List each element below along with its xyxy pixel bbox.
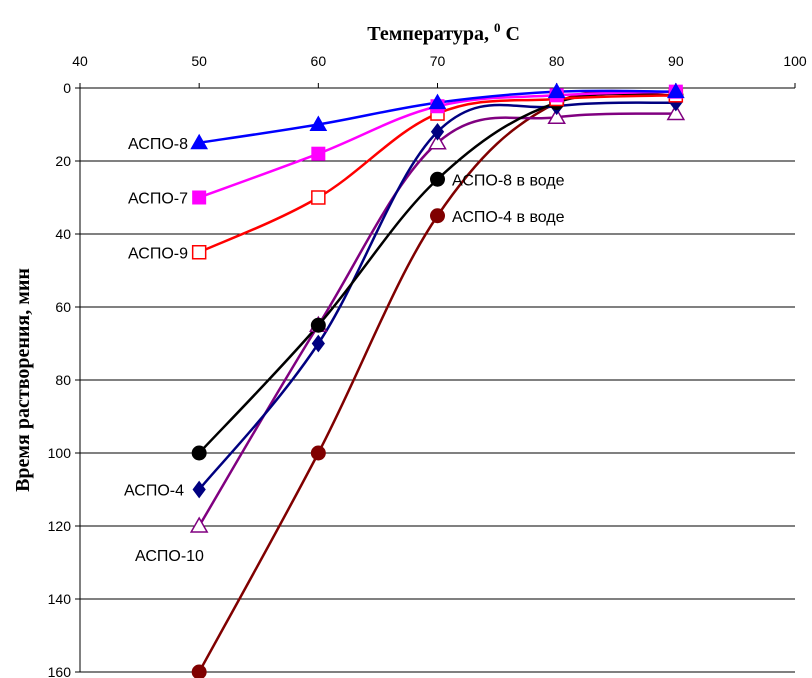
series-markers [189,82,686,678]
y-tick-label: 0 [63,80,71,96]
y-tick-label: 80 [55,372,71,388]
x-axis-title: Температура, 0 C [367,15,520,45]
x-tick-label: 80 [549,53,565,69]
data-point-triangle [666,104,686,121]
data-point-circle [430,208,445,224]
x-tick-label: 100 [783,53,807,69]
data-point-triangle [189,516,209,533]
y-tick-label: 160 [48,664,72,678]
y-tick-label: 40 [55,226,71,242]
x-tick-labels: 40 50 60 70 80 90 100 [72,53,807,69]
x-axis-title-unit: C [506,23,520,45]
data-point-square [191,245,207,260]
series-annotations: АСПО-4 в воде АСПО-10 АСПО-4 АСПО-8 в воде А… [124,136,565,565]
x-tick-label: 70 [430,53,446,69]
data-point-triangle [428,93,447,110]
x-tick-label: 90 [668,53,684,69]
y-tick-label: 140 [48,591,72,607]
y-tick-labels: 0 20 40 60 80 100 120 140 160 [48,80,72,678]
series-label: АСПО-4 [124,483,184,500]
y-tick-label: 20 [55,153,71,169]
data-point-circle [191,445,207,461]
data-point-triangle [666,82,685,99]
gridlines [75,83,796,673]
series-line-3 [198,92,676,454]
data-point-diamond [430,122,445,141]
data-point-diamond [311,334,325,353]
series-label: АСПО-4 в воде [452,209,565,226]
x-tick-label: 60 [311,53,327,69]
series-label: АСПО-8 [128,136,188,153]
data-point-triangle [190,133,209,150]
data-point-circle [310,317,326,333]
x-axis-title-main: Температура, [367,23,494,45]
data-point-square [311,146,326,161]
x-axis-title-sup: 0 [494,20,501,35]
series-label: АСПО-10 [135,548,204,565]
x-tick-label: 50 [191,53,207,69]
data-point-square [192,190,207,205]
y-tick-label: 100 [48,445,72,461]
data-point-triangle [547,107,566,124]
series-line-2 [198,101,676,491]
data-point-diamond [192,480,206,499]
data-point-triangle [428,133,447,150]
data-point-square [311,190,326,205]
series-label: АСПО-9 [128,245,188,262]
y-tick-label: 120 [48,518,72,534]
data-point-circle [430,171,445,187]
data-point-circle [310,445,326,461]
series-label: АСПО-7 [128,191,188,208]
data-point-triangle [547,82,566,99]
y-tick-label: 60 [55,299,71,315]
data-point-triangle [309,115,328,131]
y-axis-title: Время растворения, мин [12,268,34,492]
data-point-circle [191,664,207,678]
series-label: АСПО-8 в воде [452,172,565,189]
x-tick-label: 40 [72,53,88,69]
